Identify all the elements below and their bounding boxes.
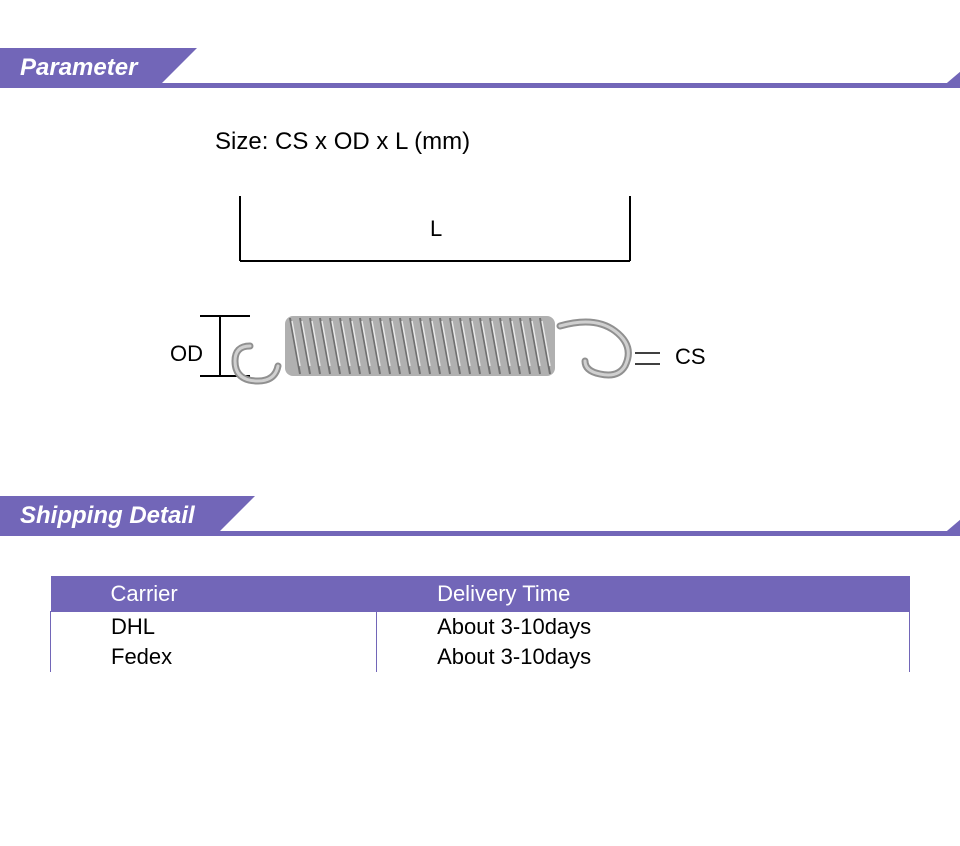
spring-illustration: [200, 186, 740, 426]
dimension-label-cs: CS: [675, 344, 706, 370]
parameter-title: Parameter: [0, 48, 157, 88]
shipping-table-container: Carrier Delivery Time DHL About 3-10days…: [50, 576, 910, 672]
cell-carrier: Fedex: [51, 642, 377, 672]
shipping-section: Shipping Detail Carrier Delivery Time DH…: [0, 496, 960, 672]
cell-delivery: About 3-10days: [377, 612, 910, 643]
dimension-label-l: L: [430, 216, 442, 242]
cell-delivery: About 3-10days: [377, 642, 910, 672]
table-row: DHL About 3-10days: [51, 612, 910, 643]
table-header-row: Carrier Delivery Time: [51, 577, 910, 612]
parameter-header: Parameter: [0, 48, 960, 88]
parameter-section: Parameter Size: CS x OD x L (mm): [0, 48, 960, 466]
dimension-label-od: OD: [170, 341, 203, 367]
shipping-title: Shipping Detail: [0, 496, 215, 536]
table-row: Fedex About 3-10days: [51, 642, 910, 672]
column-header-delivery: Delivery Time: [377, 577, 910, 612]
cell-carrier: DHL: [51, 612, 377, 643]
shipping-table: Carrier Delivery Time DHL About 3-10days…: [50, 576, 910, 672]
column-header-carrier: Carrier: [51, 577, 377, 612]
size-label: Size: CS x OD x L (mm): [215, 128, 960, 156]
shipping-header: Shipping Detail: [0, 496, 960, 536]
spring-diagram: L OD CS: [170, 186, 870, 466]
